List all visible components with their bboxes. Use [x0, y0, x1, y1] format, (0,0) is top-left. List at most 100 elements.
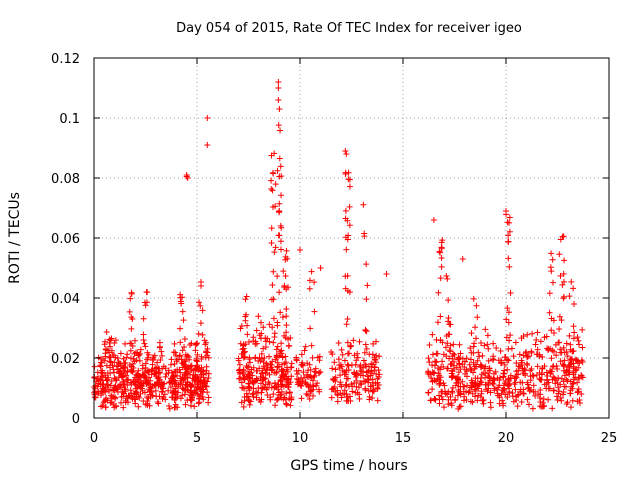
data-point	[433, 350, 440, 357]
data-point	[204, 115, 211, 121]
data-point	[500, 374, 507, 381]
data-point	[442, 344, 449, 351]
data-point	[352, 389, 359, 396]
data-point	[339, 351, 346, 358]
data-point	[514, 371, 521, 378]
data-point	[564, 353, 571, 360]
data-point	[168, 369, 175, 376]
data-point	[363, 296, 370, 303]
data-point	[525, 353, 532, 360]
data-point	[478, 362, 485, 369]
data-point	[294, 381, 301, 388]
data-point	[570, 323, 577, 330]
data-point	[127, 295, 134, 302]
data-point	[524, 331, 531, 338]
data-point	[109, 362, 116, 369]
data-point	[485, 345, 492, 352]
data-point	[255, 357, 262, 364]
data-point	[102, 404, 109, 411]
data-point	[144, 394, 151, 401]
data-point	[558, 397, 565, 404]
data-point	[237, 340, 244, 347]
data-point	[277, 127, 284, 134]
data-point	[329, 365, 336, 372]
data-point	[369, 382, 376, 389]
data-point	[505, 255, 512, 262]
data-point	[117, 350, 124, 357]
data-point	[506, 228, 513, 235]
data-point	[285, 284, 292, 291]
data-point	[298, 383, 305, 390]
data-point	[360, 377, 367, 384]
data-point	[456, 361, 463, 368]
data-point	[451, 397, 458, 404]
data-point	[364, 373, 371, 380]
data-point	[122, 359, 129, 366]
data-point	[566, 362, 573, 369]
data-point	[266, 353, 273, 360]
data-point	[302, 343, 309, 350]
data-point	[128, 368, 135, 375]
data-point	[439, 396, 446, 403]
data-point	[106, 336, 113, 343]
y-tick-label: 0.12	[51, 52, 80, 67]
data-point	[166, 405, 173, 412]
data-point	[560, 278, 567, 285]
y-tick-label: 0.08	[51, 172, 80, 187]
data-point	[332, 366, 339, 373]
data-point	[473, 363, 480, 370]
data-point	[180, 376, 187, 383]
data-point	[468, 330, 475, 337]
data-point	[241, 349, 248, 356]
data-point	[445, 396, 452, 403]
data-point	[560, 391, 567, 398]
data-point	[270, 339, 277, 346]
data-point	[197, 379, 204, 386]
data-point	[455, 405, 462, 412]
data-point	[520, 333, 527, 340]
data-point	[370, 340, 377, 347]
data-point	[287, 364, 294, 371]
data-point	[556, 251, 563, 258]
data-point	[273, 346, 280, 353]
data-point	[278, 192, 285, 199]
data-point	[450, 350, 457, 357]
data-point	[342, 285, 349, 292]
data-point	[188, 394, 195, 401]
data-point	[284, 384, 291, 391]
data-point	[246, 368, 253, 375]
data-point	[241, 376, 248, 383]
data-point	[204, 345, 211, 352]
data-point	[579, 326, 586, 333]
data-point	[199, 331, 206, 338]
data-point	[253, 327, 260, 334]
data-point	[470, 343, 477, 350]
data-point	[343, 246, 350, 253]
data-point	[490, 375, 497, 382]
data-point	[537, 391, 544, 398]
data-point	[142, 302, 149, 309]
data-point	[429, 351, 436, 358]
data-point	[266, 321, 273, 328]
data-point	[239, 350, 246, 357]
data-point	[116, 383, 123, 390]
data-point	[317, 265, 324, 271]
data-point	[466, 361, 473, 368]
data-point	[357, 367, 364, 374]
data-point	[557, 358, 564, 365]
data-point	[554, 366, 561, 373]
data-point	[503, 334, 510, 341]
data-point	[557, 272, 564, 279]
data-point	[205, 354, 212, 361]
data-point	[97, 381, 104, 388]
data-point	[179, 385, 186, 392]
data-point	[561, 372, 568, 379]
data-point	[107, 343, 114, 350]
data-point	[145, 368, 152, 375]
data-point	[438, 263, 445, 270]
data-point	[505, 345, 512, 352]
data-point	[554, 379, 561, 386]
data-point	[465, 389, 472, 396]
data-point	[563, 376, 570, 383]
data-point	[131, 350, 138, 357]
